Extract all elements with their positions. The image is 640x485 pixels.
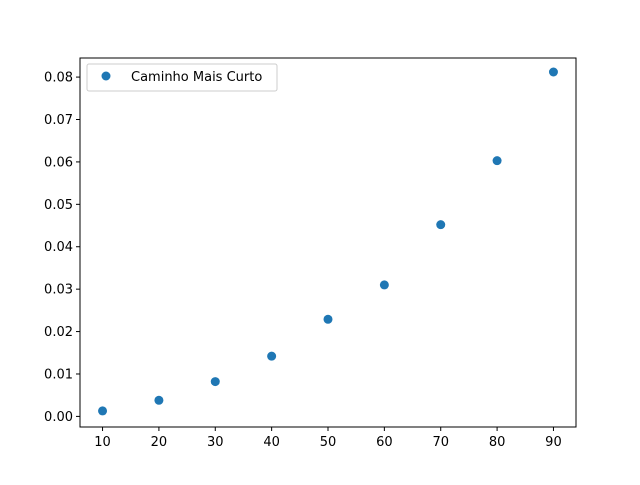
data-point	[436, 220, 446, 230]
points-layer	[98, 67, 558, 416]
y-tick-label: 0.04	[44, 240, 73, 255]
x-tick-label: 60	[376, 435, 393, 450]
data-point	[98, 406, 108, 416]
y-tick-label: 0.08	[44, 71, 73, 86]
x-tick-label: 80	[489, 435, 506, 450]
x-tick-label: 90	[545, 435, 562, 450]
x-tick-label: 50	[320, 435, 337, 450]
data-point	[379, 280, 389, 290]
legend-label: Caminho Mais Curto	[131, 70, 262, 85]
data-point	[154, 395, 164, 405]
y-tick-label: 0.00	[44, 410, 73, 425]
data-point	[548, 67, 558, 77]
y-tick-label: 0.05	[44, 198, 73, 213]
y-tick-label: 0.03	[44, 283, 73, 298]
y-tick-label: 0.06	[44, 155, 73, 170]
x-tick-label: 20	[151, 435, 168, 450]
data-point	[323, 314, 333, 324]
legend: Caminho Mais Curto	[86, 63, 278, 92]
x-tick-label: 10	[94, 435, 111, 450]
y-tick-label: 0.02	[44, 325, 73, 340]
data-point	[492, 156, 502, 166]
data-point	[210, 377, 220, 387]
ticks-layer: 10 20 30 40 50 60 70 80 90 0.00 0.01 0.02 0.03 0.04 0.…	[44, 71, 562, 450]
legend-box	[86, 63, 278, 92]
data-point	[267, 351, 277, 361]
y-tick-label: 0.07	[44, 113, 73, 128]
y-tick-label: 0.01	[44, 367, 73, 382]
x-tick-label: 40	[263, 435, 280, 450]
legend-marker	[101, 71, 111, 81]
x-tick-label: 70	[432, 435, 449, 450]
plot-frame	[79, 57, 577, 428]
x-tick-label: 30	[207, 435, 224, 450]
